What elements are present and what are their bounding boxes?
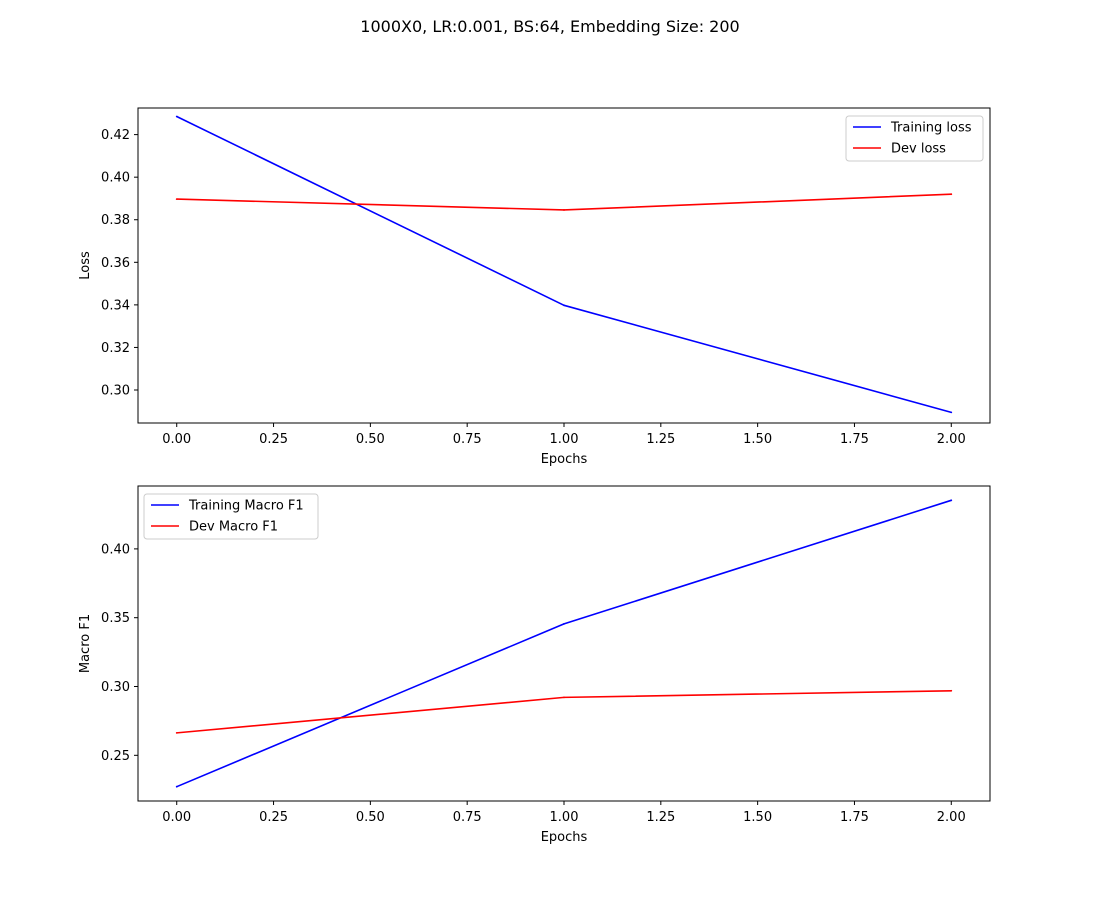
dev-macro-f1-point [950,689,953,692]
macro-f1-x-tick-label: 0.25 [259,810,288,825]
loss-x-tick-label: 2.00 [937,432,966,447]
loss-y-tick-label: 0.30 [101,384,130,399]
dev-loss-legend-label: Dev loss [891,142,946,157]
dev-loss-point [950,193,953,196]
macro-f1-x-tick-label: 1.25 [646,810,675,825]
loss-y-tick-label: 0.38 [101,213,130,228]
dev-macro-f1-point [175,731,178,734]
macro-f1-x-tick-label: 1.50 [743,810,772,825]
loss-y-tick-label: 0.36 [101,256,130,271]
macro-f1-y-tick-label: 0.25 [101,749,130,764]
loss-subplot: 0.00 0.25 0.50 0.75 1.00 1.25 1.50 1.75 2.00 0.30… [78,107,991,467]
loss-x-tick-label: 0.75 [453,432,482,447]
macro-f1-y-tick-label: 0.35 [101,611,130,626]
chart-title: 1000X0, LR:0.001, BS:64, Embedding Size:… [360,17,739,36]
training-loss-point [950,411,953,414]
macro-f1-subplot: 0.00 0.25 0.50 0.75 1.00 1.25 1.50 1.75 2.00 0.25… [78,485,991,845]
loss-x-tick-label: 0.25 [259,432,288,447]
loss-x-tick-label: 1.75 [840,432,869,447]
macro-f1-x-axis-label: Epochs [541,830,588,845]
macro-f1-y-axis-label: Macro F1 [78,614,93,673]
training-loss-point [175,115,178,118]
loss-y-tick-label: 0.32 [101,341,130,356]
training-macro-f1-point [563,622,565,625]
macro-f1-x-tick-label: 0.00 [162,810,191,825]
macro-f1-y-tick-label: 0.40 [101,542,130,557]
macro-f1-y-tick-label: 0.30 [101,680,130,695]
training-macro-f1-point [950,499,953,502]
loss-y-tick-label: 0.34 [101,298,130,313]
dev-loss-point [563,209,565,211]
macro-f1-x-tick-label: 0.75 [453,810,482,825]
loss-y-tick-label: 0.40 [101,171,130,186]
loss-legend: Training loss Dev loss [845,115,984,162]
training-macro-f1-point [175,785,178,788]
training-loss-point [563,304,565,307]
macro-f1-x-tick-label: 0.50 [356,810,385,825]
loss-x-tick-label: 1.50 [743,432,772,447]
training-macro-f1-line [176,499,952,788]
training-loss-line [176,115,952,414]
macro-f1-legend-box [143,493,319,540]
macro-f1-x-tick-label: 1.75 [840,810,869,825]
macro-f1-x-tick-label: 1.00 [550,810,579,825]
dev-loss-line [176,193,952,211]
training-loss-legend-label: Training loss [890,121,972,136]
dev-macro-f1-point [563,696,565,699]
loss-x-axis-label: Epochs [541,452,588,467]
loss-x-tick-label: 0.50 [356,432,385,447]
training-macro-f1-legend-label: Training Macro F1 [188,499,304,514]
macro-f1-x-tick-label: 2.00 [937,810,966,825]
loss-x-tick-label: 1.25 [646,432,675,447]
macro-f1-legend: Training Macro F1 Dev Macro F1 [143,493,319,540]
loss-x-tick-label: 0.00 [162,432,191,447]
loss-y-tick-label: 0.42 [101,128,130,143]
dev-macro-f1-legend-label: Dev Macro F1 [189,520,278,535]
dev-loss-point [175,198,178,200]
loss-y-axis-label: Loss [78,251,93,280]
loss-x-tick-label: 1.00 [550,432,579,447]
